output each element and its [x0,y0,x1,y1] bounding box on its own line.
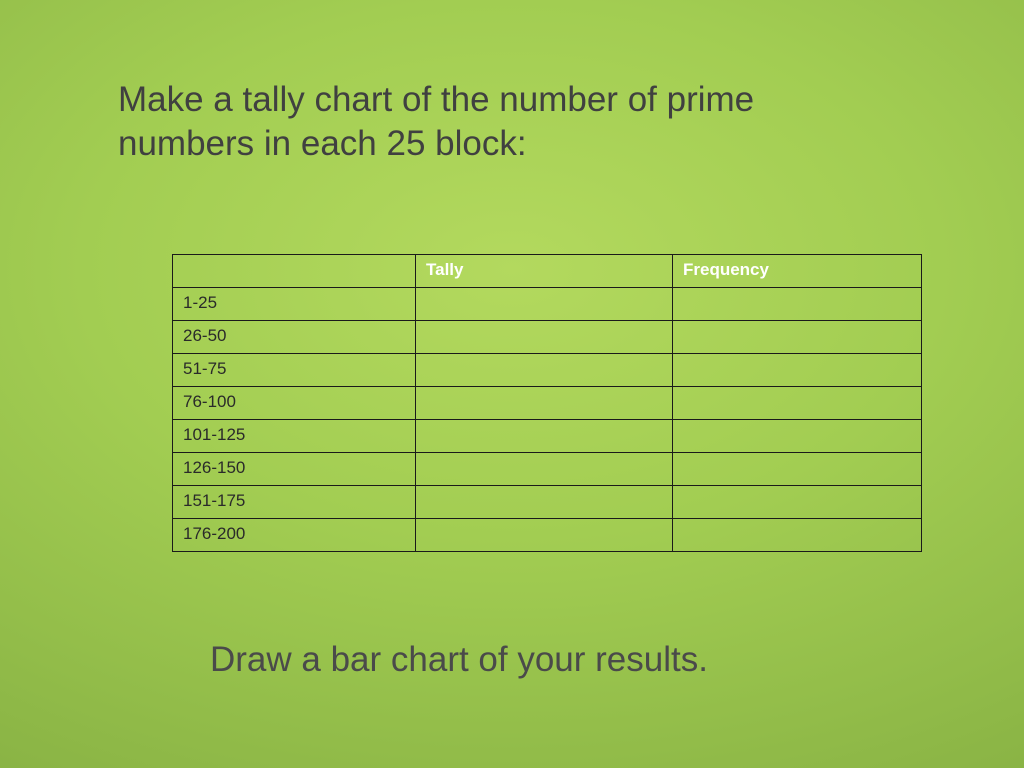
cell-tally [416,321,673,354]
cell-tally [416,420,673,453]
cell-frequency [673,288,922,321]
cell-frequency [673,354,922,387]
cell-range: 76-100 [173,387,416,420]
cell-range: 51-75 [173,354,416,387]
col-header-tally: Tally [416,255,673,288]
cell-range: 101-125 [173,420,416,453]
cell-tally [416,387,673,420]
table-header-row: Tally Frequency [173,255,922,288]
cell-range: 126-150 [173,453,416,486]
table-row: 1-25 [173,288,922,321]
tally-table-container: Tally Frequency 1-25 26-50 51-75 76-100 [172,254,922,552]
cell-frequency [673,453,922,486]
slide-title: Make a tally chart of the number of prim… [118,78,848,166]
cell-tally [416,519,673,552]
cell-frequency [673,387,922,420]
slide-footer-instruction: Draw a bar chart of your results. [210,640,708,680]
cell-range: 26-50 [173,321,416,354]
table-row: 101-125 [173,420,922,453]
cell-range: 176-200 [173,519,416,552]
table-row: 151-175 [173,486,922,519]
tally-table: Tally Frequency 1-25 26-50 51-75 76-100 [172,254,922,552]
cell-frequency [673,321,922,354]
cell-tally [416,486,673,519]
table-row: 51-75 [173,354,922,387]
col-header-range [173,255,416,288]
table-row: 126-150 [173,453,922,486]
cell-range: 1-25 [173,288,416,321]
cell-tally [416,288,673,321]
col-header-frequency: Frequency [673,255,922,288]
cell-frequency [673,519,922,552]
table-row: 176-200 [173,519,922,552]
cell-tally [416,453,673,486]
cell-frequency [673,420,922,453]
table-row: 76-100 [173,387,922,420]
cell-frequency [673,486,922,519]
cell-range: 151-175 [173,486,416,519]
cell-tally [416,354,673,387]
table-row: 26-50 [173,321,922,354]
